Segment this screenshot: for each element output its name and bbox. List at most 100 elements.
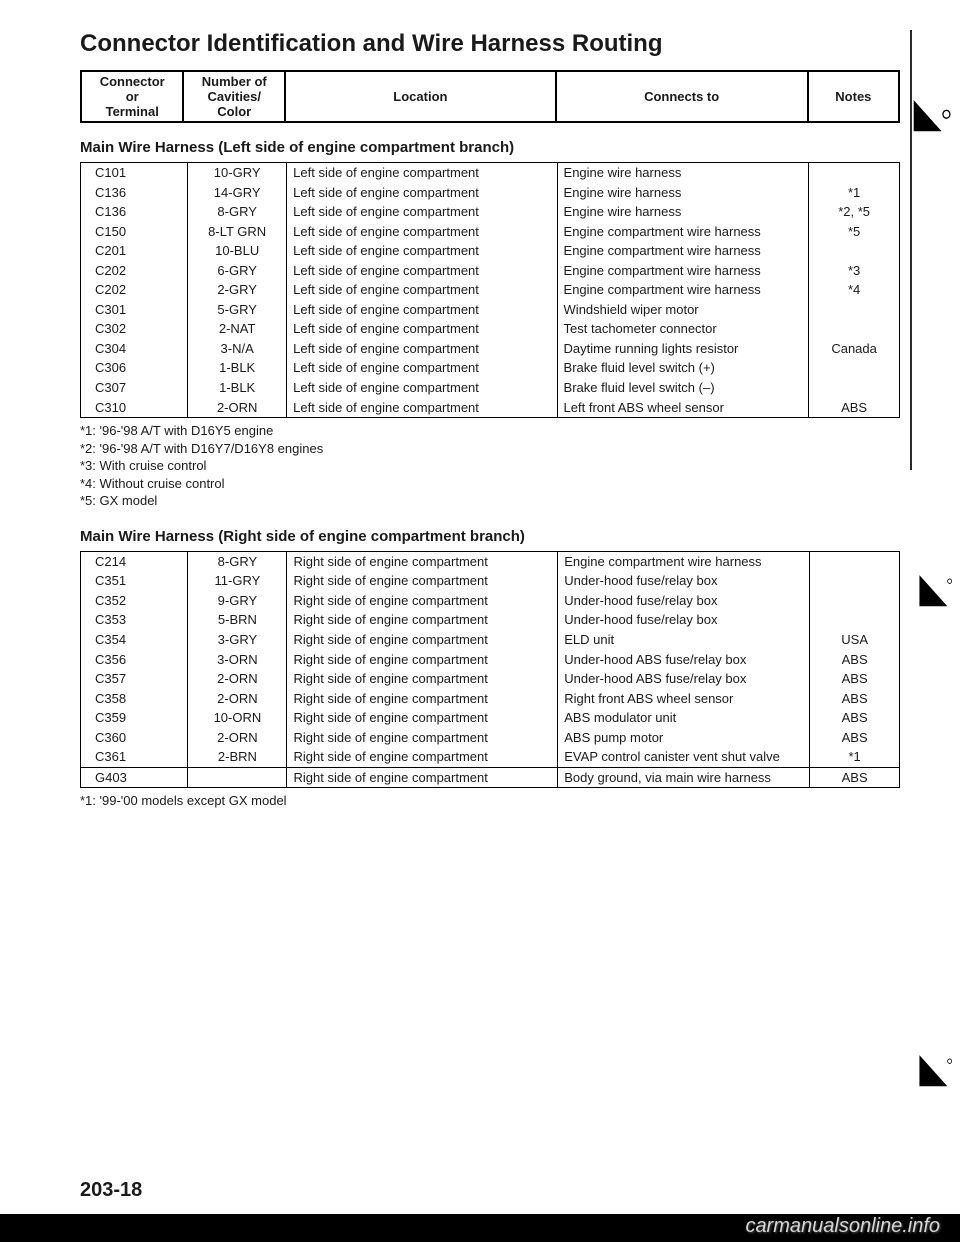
cell-notes [810, 551, 900, 571]
section2-table: C214 8-GRY Right side of engine compartm… [80, 551, 900, 789]
cell-notes [809, 300, 900, 320]
cell-location: Right side of engine compartment [287, 551, 558, 571]
cell-connects: ELD unit [558, 630, 810, 650]
cell-connects: Under-hood fuse/relay box [558, 571, 810, 591]
cell-notes: USA [810, 630, 900, 650]
cell-cavities: 1-BLK [188, 358, 287, 378]
cell-location: Left side of engine compartment [287, 202, 557, 222]
page-title: Connector Identification and Wire Harnes… [80, 30, 900, 58]
cell-location: Left side of engine compartment [287, 222, 557, 242]
column-header-table: Connector or Terminal Number of Cavities… [80, 70, 900, 123]
cell-connector: C150 [81, 222, 188, 242]
cell-connects: Left front ABS wheel sensor [557, 398, 809, 418]
table-row: C359 10-ORN Right side of engine compart… [81, 708, 900, 728]
header-connects: Connects to [556, 71, 808, 122]
table-row: C352 9-GRY Right side of engine compartm… [81, 591, 900, 611]
cell-notes [809, 319, 900, 339]
cell-notes: ABS [810, 767, 900, 788]
cell-notes [809, 358, 900, 378]
cell-location: Right side of engine compartment [287, 591, 558, 611]
cell-connects: Under-hood fuse/relay box [558, 610, 810, 630]
footnote-line: *1: '99-'00 models except GX model [80, 792, 900, 810]
section1-table: C101 10-GRY Left side of engine compartm… [80, 162, 900, 418]
table-row: C202 6-GRY Left side of engine compartme… [81, 261, 900, 281]
table-row: C304 3-N/A Left side of engine compartme… [81, 339, 900, 359]
cell-cavities: 10-ORN [188, 708, 287, 728]
cell-connector: C356 [81, 650, 188, 670]
scan-edge-line [910, 30, 912, 470]
cell-cavities: 2-BRN [188, 747, 287, 767]
footnote-line: *1: '96-'98 A/T with D16Y5 engine [80, 422, 900, 440]
table-row: C307 1-BLK Left side of engine compartme… [81, 378, 900, 398]
cell-cavities: 10-GRY [188, 163, 287, 183]
cell-location: Left side of engine compartment [287, 241, 557, 261]
cell-connects: Body ground, via main wire harness [558, 767, 810, 788]
table-row: C351 11-GRY Right side of engine compart… [81, 571, 900, 591]
cell-notes: *2, *5 [809, 202, 900, 222]
cell-connector: C307 [81, 378, 188, 398]
watermark: carmanualsonline.info [745, 1215, 940, 1238]
cell-cavities [188, 767, 287, 788]
table-row: C101 10-GRY Left side of engine compartm… [81, 163, 900, 183]
cell-connector: C351 [81, 571, 188, 591]
cell-cavities: 2-NAT [188, 319, 287, 339]
cell-location: Right side of engine compartment [287, 650, 558, 670]
table-row: C356 3-ORN Right side of engine compartm… [81, 650, 900, 670]
bottom-bar: carmanualsonline.info [0, 1214, 960, 1242]
cell-connects: ABS pump motor [558, 728, 810, 748]
cell-connector: C136 [81, 183, 188, 203]
cell-connector: C301 [81, 300, 188, 320]
cell-connector: C202 [81, 280, 188, 300]
cell-cavities: 14-GRY [188, 183, 287, 203]
cell-connects: Under-hood ABS fuse/relay box [558, 650, 810, 670]
cell-cavities: 11-GRY [188, 571, 287, 591]
cell-connects: EVAP control canister vent shut valve [558, 747, 810, 767]
cell-cavities: 6-GRY [188, 261, 287, 281]
footnote-line: *3: With cruise control [80, 457, 900, 475]
cell-connector: C358 [81, 689, 188, 709]
page-number: 203-18 [80, 1179, 142, 1202]
table-row: C150 8-LT GRN Left side of engine compar… [81, 222, 900, 242]
cell-connector: C304 [81, 339, 188, 359]
table-row: C302 2-NAT Left side of engine compartme… [81, 319, 900, 339]
cell-notes [810, 571, 900, 591]
cell-notes: Canada [809, 339, 900, 359]
thumb-index-glyph-1: ◣◦ [914, 95, 952, 133]
cell-connects: Engine wire harness [557, 183, 809, 203]
thumb-index-glyph-3: ◣◦ [920, 1050, 953, 1088]
cell-location: Left side of engine compartment [287, 319, 557, 339]
cell-connects: Brake fluid level switch (+) [557, 358, 809, 378]
table-row: C360 2-ORN Right side of engine compartm… [81, 728, 900, 748]
cell-connects: Under-hood fuse/relay box [558, 591, 810, 611]
cell-connects: Under-hood ABS fuse/relay box [558, 669, 810, 689]
cell-connects: Daytime running lights resistor [557, 339, 809, 359]
table-row: C301 5-GRY Left side of engine compartme… [81, 300, 900, 320]
cell-connector: C136 [81, 202, 188, 222]
cell-notes: ABS [810, 708, 900, 728]
cell-cavities: 2-ORN [188, 669, 287, 689]
cell-connects: Test tachometer connector [557, 319, 809, 339]
footnote-line: *5: GX model [80, 492, 900, 510]
table-row: C136 14-GRY Left side of engine compartm… [81, 183, 900, 203]
cell-connects: Engine wire harness [557, 202, 809, 222]
section1-heading: Main Wire Harness (Left side of engine c… [80, 139, 900, 156]
cell-connector: C353 [81, 610, 188, 630]
cell-connector: C306 [81, 358, 188, 378]
cell-cavities: 9-GRY [188, 591, 287, 611]
table-row: C310 2-ORN Left side of engine compartme… [81, 398, 900, 418]
cell-connects: ABS modulator unit [558, 708, 810, 728]
cell-connects: Right front ABS wheel sensor [558, 689, 810, 709]
cell-notes [809, 241, 900, 261]
cell-cavities: 3-N/A [188, 339, 287, 359]
table-row: C202 2-GRY Left side of engine compartme… [81, 280, 900, 300]
cell-notes [809, 378, 900, 398]
cell-cavities: 5-BRN [188, 610, 287, 630]
cell-notes: *1 [810, 747, 900, 767]
cell-location: Left side of engine compartment [287, 398, 557, 418]
section2-heading: Main Wire Harness (Right side of engine … [80, 528, 900, 545]
section2-footnotes: *1: '99-'00 models except GX model [80, 792, 900, 810]
table-row: C354 3-GRY Right side of engine compartm… [81, 630, 900, 650]
cell-connects: Engine compartment wire harness [557, 280, 809, 300]
table-row: C214 8-GRY Right side of engine compartm… [81, 551, 900, 571]
table-row: C201 10-BLU Left side of engine compartm… [81, 241, 900, 261]
